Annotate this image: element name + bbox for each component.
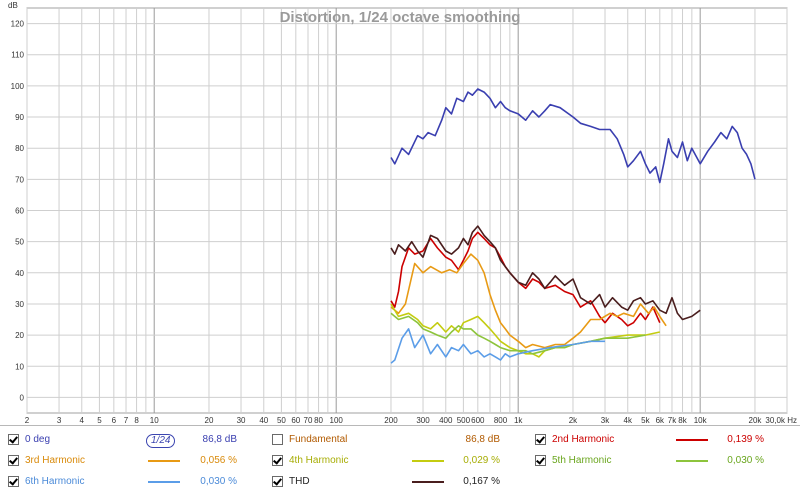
x-tick-label: 80 [314, 416, 323, 425]
legend-value: 0,139 % [727, 434, 764, 445]
series-line-thd [390, 225, 701, 321]
legend-line-sample [676, 460, 708, 462]
series-line-5th-harmonic [390, 312, 646, 355]
legend-line-sample [148, 481, 180, 483]
y-tick-label: 80 [15, 144, 24, 153]
legend-value: 0,029 % [463, 455, 500, 466]
checkbox[interactable] [8, 433, 19, 445]
x-tick-label: 300 [416, 416, 430, 425]
checkbox[interactable] [272, 454, 283, 466]
series-line-3rd-harmonic [390, 253, 667, 349]
x-tick-label: 500 [457, 416, 471, 425]
y-tick-label: 70 [15, 175, 24, 184]
series-line-0-deg [390, 88, 756, 184]
y-tick-label: 0 [20, 393, 25, 402]
series-line-6th-harmonic [390, 328, 605, 364]
legend-value: 0,167 % [463, 476, 500, 487]
distortion-chart: 0 10 20 30 40 50 60 70 80 90 100 110 120 dB 2 3 4 5 6 7 8 10 2… [8, 1, 797, 425]
legend-item-fundamental[interactable]: Fundamental [272, 430, 347, 448]
chart-title: Distortion, 1/24 octave smoothing [280, 9, 521, 26]
y-tick-label: 110 [11, 51, 24, 60]
checkbox[interactable] [272, 433, 283, 445]
checkbox[interactable] [535, 433, 546, 445]
x-tick-label: 50 [277, 416, 286, 425]
legend-line-sample [412, 460, 444, 462]
x-tick-label: 3k [601, 416, 610, 425]
x-tick-label: 10k [694, 416, 708, 425]
x-tick-label: 4k [624, 416, 633, 425]
x-tick-label: 6 [112, 416, 117, 425]
legend-value: 0,030 % [727, 455, 764, 466]
x-tick-label: 3 [57, 416, 62, 425]
y-axis-unit-label: dB [8, 1, 18, 10]
x-tick-label: 4 [80, 416, 85, 425]
legend-panel: 0 deg 1/24 86,8 dB Fundamental 86,8 dB 2… [0, 425, 800, 494]
x-tick-label: 800 [494, 416, 508, 425]
y-tick-label: 30 [15, 300, 24, 309]
x-tick-label: 2k [569, 416, 578, 425]
x-tick-label: 200 [384, 416, 398, 425]
legend-label: 0 deg [25, 433, 51, 445]
x-tick-label: 5k [641, 416, 650, 425]
legend-label: 2nd Harmonic [552, 433, 615, 445]
legend-label: 5th Harmonic [552, 454, 612, 466]
y-tick-label: 120 [11, 20, 25, 29]
y-tick-label: 40 [15, 269, 24, 278]
legend-item-6th-harmonic[interactable]: 6th Harmonic [8, 472, 84, 490]
x-tick-label: 7k [668, 416, 677, 425]
x-tick-label: 600 [471, 416, 485, 425]
y-tick-label: 90 [15, 113, 24, 122]
legend-item-5th-harmonic[interactable]: 5th Harmonic [535, 451, 611, 469]
y-tick-label: 60 [15, 207, 24, 216]
legend-value: 86,8 dB [465, 434, 500, 445]
x-tick-label: 8 [134, 416, 139, 425]
x-tick-label: 20 [205, 416, 214, 425]
legend-item-4th-harmonic[interactable]: 4th Harmonic [272, 451, 348, 469]
x-tick-label: 70 [304, 416, 313, 425]
x-tick-label: 30 [237, 416, 246, 425]
x-tick-label: 20k [749, 416, 763, 425]
x-tick-label: 5 [97, 416, 102, 425]
legend-line-sample [676, 439, 708, 441]
x-tick-label: 60 [291, 416, 300, 425]
x-tick-label: 7 [124, 416, 129, 425]
legend-label: Fundamental [289, 433, 348, 445]
legend-item-thd[interactable]: THD [272, 472, 310, 490]
legend-line-sample [148, 460, 180, 462]
legend-label: 4th Harmonic [289, 454, 349, 466]
x-tick-label: 100 [330, 416, 344, 425]
x-tick-label: 6k [656, 416, 665, 425]
y-tick-label: 50 [15, 238, 24, 247]
y-tick-label: 100 [11, 82, 25, 91]
x-tick-label: 10 [150, 416, 159, 425]
legend-value: 0,056 % [200, 455, 237, 466]
legend-item-3rd-harmonic[interactable]: 3rd Harmonic [8, 451, 85, 469]
legend-value: 86,8 dB [202, 434, 237, 445]
y-tick-label: 10 [15, 362, 24, 371]
checkbox[interactable] [535, 454, 546, 466]
legend-label: 3rd Harmonic [25, 454, 86, 466]
x-tick-label: 8k [678, 416, 687, 425]
legend-label: 6th Harmonic [25, 475, 85, 487]
checkbox[interactable] [8, 454, 19, 466]
checkbox[interactable] [8, 475, 19, 487]
x-tick-label: 1k [514, 416, 523, 425]
legend-label: THD [289, 475, 310, 487]
legend-value: 0,030 % [200, 476, 237, 487]
x-tick-label: 40 [259, 416, 268, 425]
x-tick-label: 30,0k Hz [765, 416, 797, 425]
checkbox[interactable] [272, 475, 283, 487]
smoothing-badge[interactable]: 1/24 [146, 434, 176, 448]
y-tick-label: 20 [15, 331, 24, 340]
x-tick-label: 400 [439, 416, 453, 425]
legend-line-sample [412, 481, 444, 483]
legend-item-2nd-harmonic[interactable]: 2nd Harmonic [535, 430, 614, 448]
x-tick-label: 2 [25, 416, 30, 425]
legend-item-0deg[interactable]: 0 deg [8, 430, 50, 448]
